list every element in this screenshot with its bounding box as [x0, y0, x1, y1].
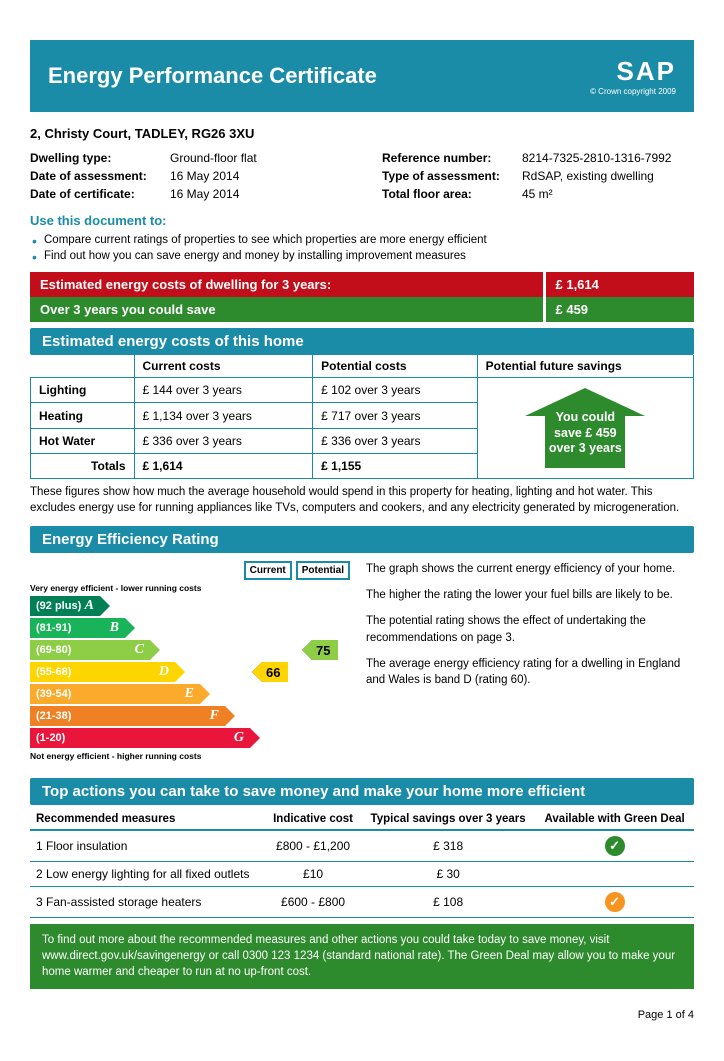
cost-potential: £ 102 over 3 years: [313, 378, 478, 403]
efficiency-text: The graph shows the current energy effic…: [366, 561, 694, 698]
savings-cell: You couldsave £ 459over 3 years: [477, 378, 693, 479]
info-label: Type of assessment:: [382, 167, 522, 185]
costs-note: These figures show how much the average …: [30, 485, 694, 516]
cost-potential: £ 717 over 3 years: [313, 403, 478, 428]
info-label: Dwelling type:: [30, 149, 170, 167]
page-title: Energy Performance Certificate: [48, 63, 377, 89]
eff-section-title: Energy Efficiency Rating: [30, 526, 694, 553]
action-measure: 3 Fan-assisted storage heaters: [30, 887, 265, 918]
totals-label: Totals: [31, 453, 135, 478]
costs-table: Current costsPotential costsPotential fu…: [30, 355, 694, 479]
action-cost: £10: [265, 862, 361, 887]
info-label: Date of assessment:: [30, 167, 170, 185]
green-deal-tick-icon: ✓: [605, 836, 625, 856]
action-measure: 1 Floor insulation: [30, 830, 265, 862]
info-label: Reference number:: [382, 149, 522, 167]
summary-table: Estimated energy costs of dwelling for 3…: [30, 272, 694, 322]
potential-col-label: Potential: [296, 561, 350, 580]
cost-current: £ 336 over 3 years: [134, 428, 313, 453]
info-value: 8214-7325-2810-1316-7992: [522, 149, 671, 167]
savings-arrow-icon: You couldsave £ 459over 3 years: [525, 388, 645, 468]
current-rating-pointer: 66: [262, 662, 288, 682]
eff-top-note: Very energy efficient - lower running co…: [30, 583, 350, 593]
property-address: 2, Christy Court, TADLEY, RG26 3XU: [30, 126, 694, 141]
property-info: Dwelling type:Ground-floor flatDate of a…: [30, 149, 694, 203]
action-savings: £ 30: [361, 862, 535, 887]
summary-label: Over 3 years you could save: [30, 297, 544, 322]
current-col-label: Current: [244, 561, 292, 580]
action-deal: ✓: [535, 887, 694, 918]
actions-table: Recommended measuresIndicative costTypic…: [30, 809, 694, 918]
efficiency-chart: Current Potential Very energy efficient …: [30, 561, 350, 764]
band-b: (81-91)B: [30, 618, 125, 638]
page-number: Page 1 of 4: [30, 1009, 694, 1021]
info-value: RdSAP, existing dwelling: [522, 167, 654, 185]
action-cost: £800 - £1,200: [265, 830, 361, 862]
green-deal-partial-icon: ✓: [605, 892, 625, 912]
cost-current: £ 1,134 over 3 years: [134, 403, 313, 428]
cost-potential: £ 336 over 3 years: [313, 428, 478, 453]
cost-row-label: Lighting: [31, 378, 135, 403]
band-g: (1-20)G: [30, 728, 250, 748]
action-deal: ✓: [535, 830, 694, 862]
info-label: Date of certificate:: [30, 185, 170, 203]
use-doc-bullets: Compare current ratings of properties to…: [30, 232, 694, 264]
action-savings: £ 318: [361, 830, 535, 862]
actions-title: Top actions you can take to save money a…: [30, 778, 694, 805]
band-e: (39-54)E: [30, 684, 200, 704]
info-value: Ground-floor flat: [170, 149, 257, 167]
eff-bot-note: Not energy efficient - higher running co…: [30, 751, 350, 761]
potential-rating-pointer: 75: [312, 640, 338, 660]
info-value: 16 May 2014: [170, 167, 239, 185]
sap-logo: SAP © Crown copyright 2009: [590, 56, 676, 96]
band-f: (21-38)F: [30, 706, 225, 726]
summary-value: £ 459: [544, 297, 694, 322]
info-value: 45 m²: [522, 185, 553, 203]
band-c: (69-80)C: [30, 640, 150, 660]
cost-row-label: Heating: [31, 403, 135, 428]
footer-info: To find out more about the recommended m…: [30, 924, 694, 988]
band-d: (55-68)D: [30, 662, 175, 682]
action-savings: £ 108: [361, 887, 535, 918]
info-label: Total floor area:: [382, 185, 522, 203]
header-bar: Energy Performance Certificate SAP © Cro…: [30, 40, 694, 112]
summary-label: Estimated energy costs of dwelling for 3…: [30, 272, 544, 297]
efficiency-rating: Current Potential Very energy efficient …: [30, 561, 694, 764]
summary-value: £ 1,614: [544, 272, 694, 297]
costs-section-title: Estimated energy costs of this home: [30, 328, 694, 355]
action-deal: [535, 862, 694, 887]
info-value: 16 May 2014: [170, 185, 239, 203]
cost-row-label: Hot Water: [31, 428, 135, 453]
band-a: (92 plus)A: [30, 596, 100, 616]
totals-potential: £ 1,155: [313, 453, 478, 478]
totals-current: £ 1,614: [134, 453, 313, 478]
action-measure: 2 Low energy lighting for all fixed outl…: [30, 862, 265, 887]
action-cost: £600 - £800: [265, 887, 361, 918]
cost-current: £ 144 over 3 years: [134, 378, 313, 403]
use-doc-title: Use this document to:: [30, 213, 694, 228]
